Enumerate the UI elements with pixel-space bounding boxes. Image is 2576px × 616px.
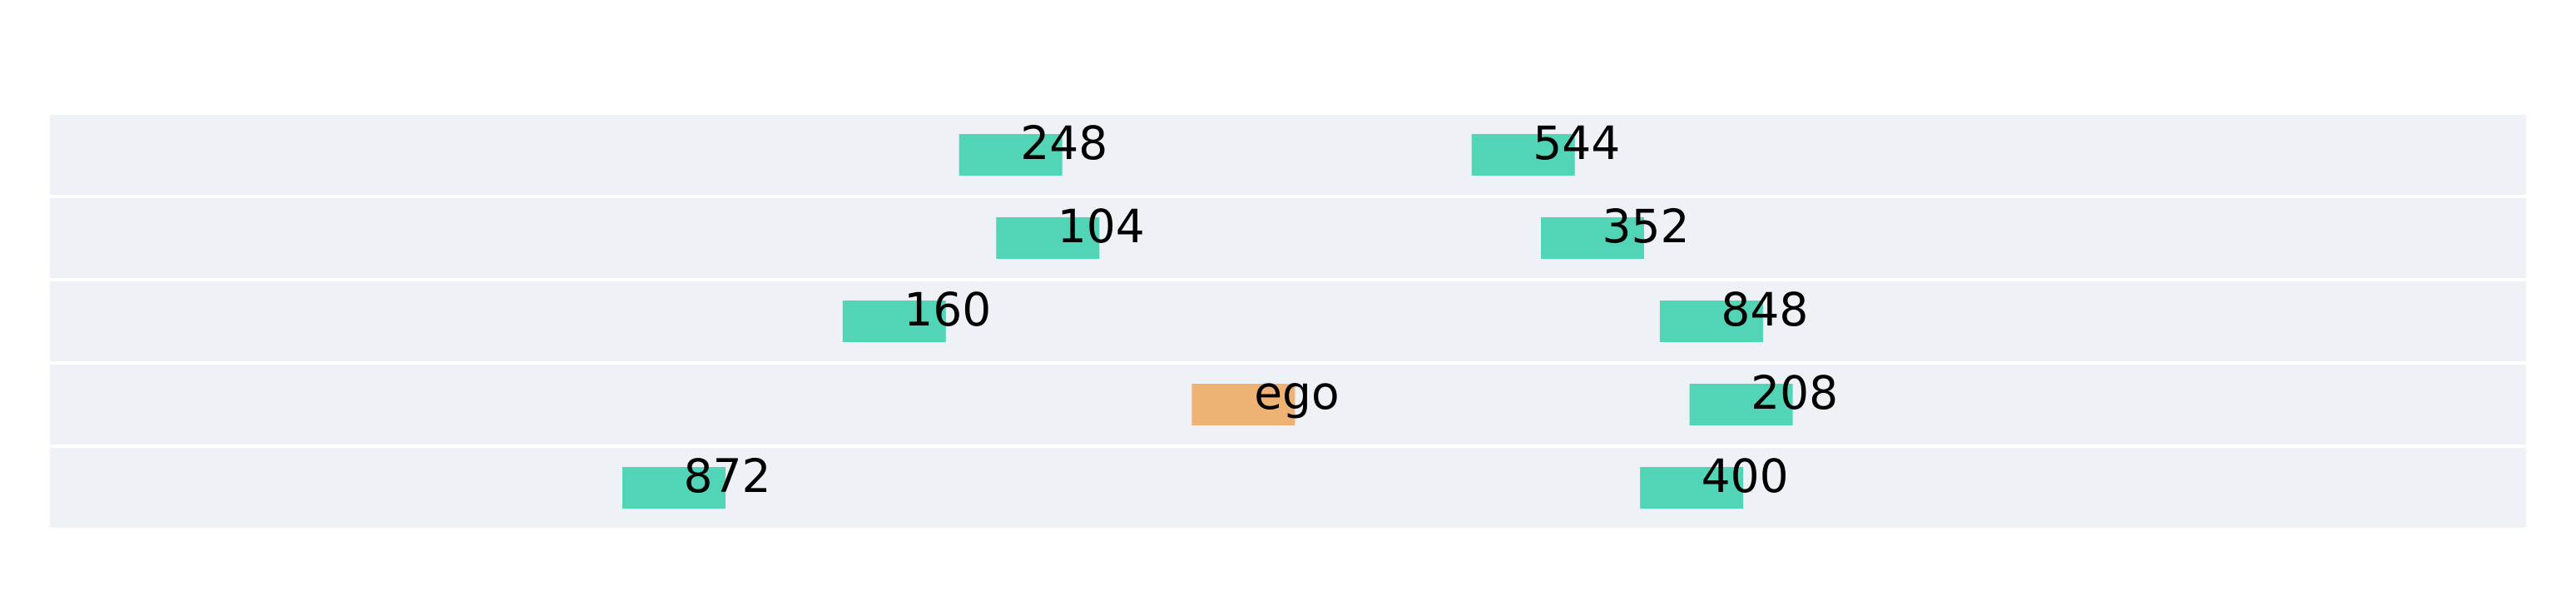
lane-2: [50, 198, 2526, 278]
vehicle-box: [1471, 134, 1575, 176]
vehicle-box: [959, 134, 1063, 176]
vehicle-400: 400: [1640, 450, 1789, 509]
vehicle-label: 872: [684, 450, 771, 503]
vehicle-box: [1541, 217, 1644, 259]
vehicle-box: [996, 217, 1100, 259]
vehicle-box: [1689, 384, 1793, 425]
vehicle-352: 352: [1541, 200, 1689, 259]
vehicle-box: [1659, 301, 1763, 342]
lane-1: [50, 115, 2526, 195]
vehicle-box: [842, 301, 946, 342]
vehicle-248: 248: [959, 117, 1107, 176]
vehicle-label: 208: [1751, 366, 1838, 420]
vehicle-208: 208: [1689, 366, 1838, 425]
vehicles: 248 544 104 352 160 848 ego 208 872 400: [622, 117, 1838, 509]
lane-5: [50, 448, 2526, 528]
vehicle-label: 352: [1603, 200, 1690, 253]
vehicle-box: [1640, 467, 1744, 509]
vehicle-104: 104: [996, 200, 1145, 259]
vehicle-872: 872: [622, 450, 770, 509]
vehicle-label: 160: [904, 283, 991, 336]
lanes: [50, 115, 2526, 528]
ego-vehicle-box: [1191, 384, 1295, 425]
vehicle-label: 248: [1020, 117, 1107, 170]
vehicle-label: 544: [1533, 117, 1620, 170]
vehicle-160: 160: [842, 283, 991, 342]
vehicle-label: 104: [1058, 200, 1145, 253]
ego-vehicle: ego: [1191, 366, 1340, 425]
vehicle-label: 400: [1702, 450, 1789, 503]
vehicle-544: 544: [1471, 117, 1620, 176]
vehicle-label: 848: [1721, 283, 1808, 336]
lane-3: [50, 281, 2526, 361]
vehicle-848: 848: [1659, 283, 1808, 342]
ego-vehicle-label: ego: [1254, 366, 1339, 420]
vehicle-box: [622, 467, 726, 509]
